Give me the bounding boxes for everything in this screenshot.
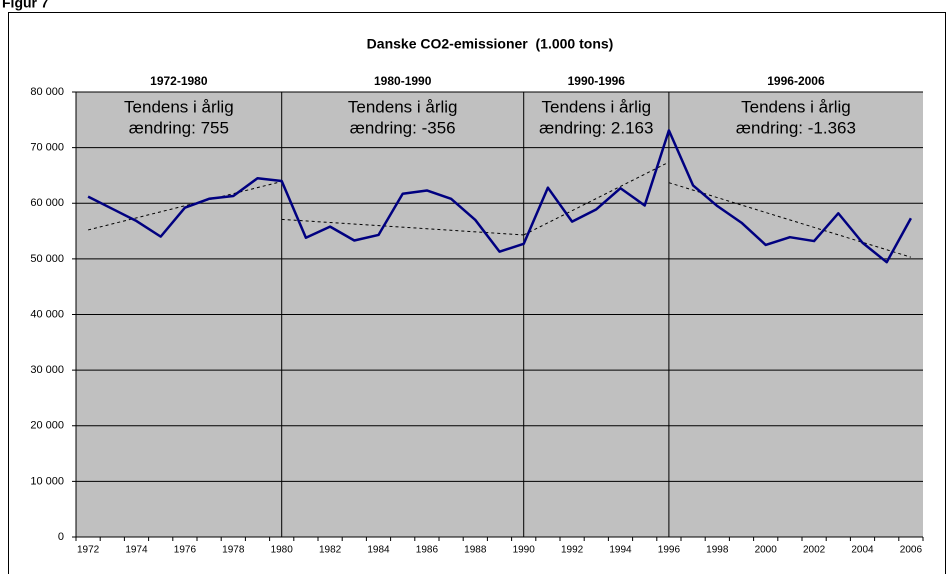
x-tick-label: 1998 (706, 545, 729, 556)
y-tick-label: 20 000 (30, 420, 64, 432)
trend-line (668, 182, 912, 258)
period-note: Tendens i årlig (348, 97, 458, 116)
period-note: Tendens i årlig (541, 97, 651, 116)
chart-title: Danske CO2-emissioner (1.000 tons) (367, 36, 614, 52)
x-tick-label: 2004 (851, 545, 874, 556)
x-tick-label: 1978 (222, 545, 245, 556)
x-tick-label: 1984 (367, 545, 390, 556)
period-note: Tendens i årlig (124, 97, 234, 116)
period-label: 1980-1990 (374, 74, 432, 88)
x-tick-label: 1994 (609, 545, 632, 556)
y-tick-label: 10 000 (30, 475, 64, 487)
period-label: 1996-2006 (767, 74, 825, 88)
x-tick-label: 2006 (900, 545, 923, 556)
data-line (87, 129, 912, 264)
period-note: ændring: 2.163 (539, 118, 653, 137)
trend-line (281, 218, 524, 236)
y-tick-label: 30 000 (30, 364, 64, 376)
x-tick-label: 1988 (464, 545, 487, 556)
period-note: ændring: 755 (129, 118, 229, 137)
y-tick-label: 70 000 (30, 142, 64, 154)
y-tick-label: 50 000 (30, 253, 64, 265)
y-tick-label: 80 000 (30, 86, 64, 98)
x-tick-label: 1974 (125, 545, 148, 556)
y-tick-label: 0 (58, 531, 64, 543)
period-note: Tendens i årlig (741, 97, 851, 116)
x-tick-label: 1990 (513, 545, 536, 556)
x-tick-label: 1986 (416, 545, 439, 556)
x-tick-label: 1972 (77, 545, 100, 556)
x-tick-label: 2002 (803, 545, 826, 556)
x-tick-label: 1992 (561, 545, 584, 556)
period-label: 1972-1980 (150, 74, 208, 88)
x-tick-label: 1976 (174, 545, 197, 556)
x-tick-label: 1982 (319, 545, 342, 556)
y-tick-label: 60 000 (30, 197, 64, 209)
x-tick-label: 2000 (755, 545, 778, 556)
period-note: ændring: -356 (350, 118, 456, 137)
y-tick-label: 40 000 (30, 308, 64, 320)
x-tick-label: 1980 (271, 545, 294, 556)
figure-label: Figur 7 (2, 0, 49, 11)
period-label: 1990-1996 (568, 74, 626, 88)
x-tick-label: 1996 (658, 545, 681, 556)
period-note: ændring: -1.363 (736, 118, 856, 137)
